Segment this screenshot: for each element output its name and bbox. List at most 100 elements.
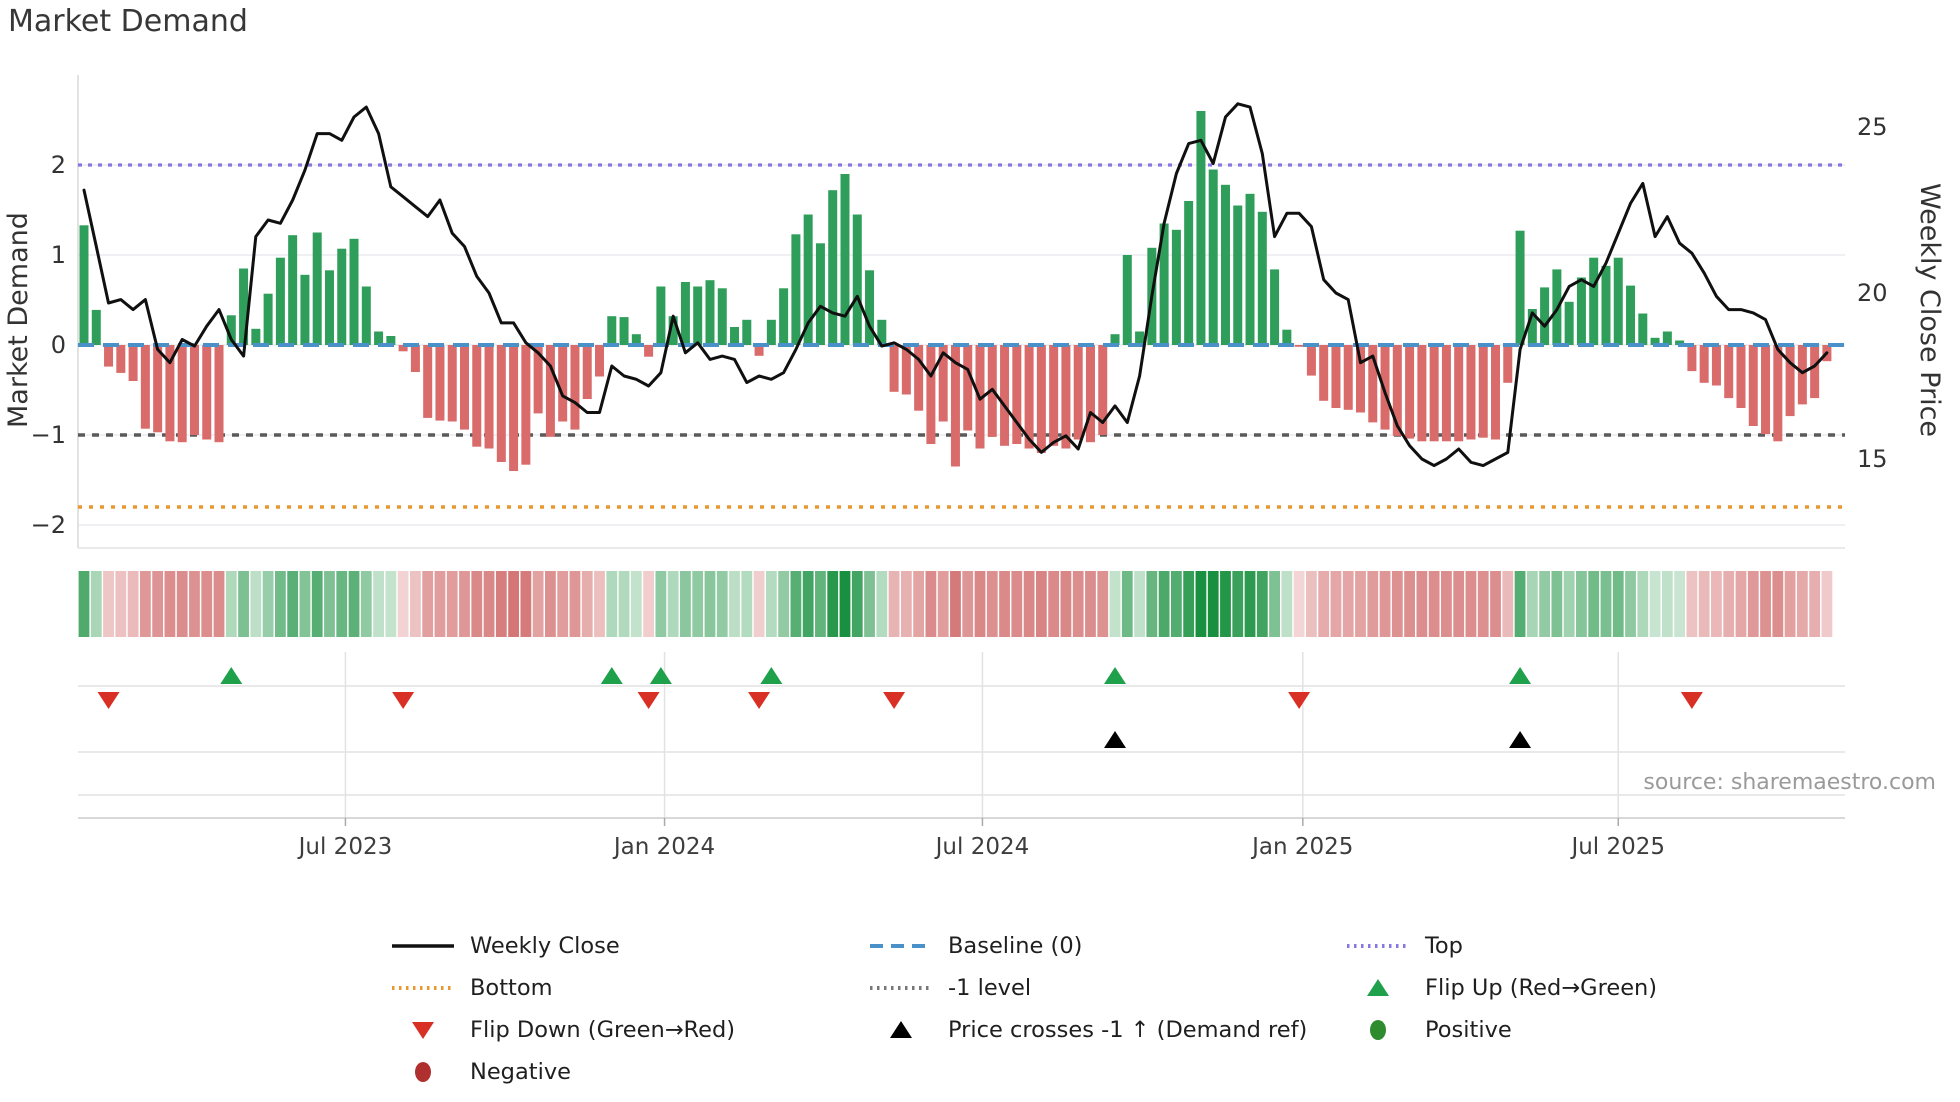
heatmap-cell [1661, 571, 1673, 637]
svg-text:−2: −2 [31, 511, 66, 539]
demand-bar-positive [1282, 329, 1292, 345]
demand-bar-positive [337, 248, 347, 345]
demand-bar-positive [263, 293, 273, 345]
heatmap-cell [1330, 571, 1342, 637]
heatmap-cell [90, 571, 102, 637]
heatmap-cell [1146, 571, 1158, 637]
heatmap-cell [483, 571, 495, 637]
demand-bar-negative [1405, 345, 1415, 439]
legend-label: Flip Down (Green→Red) [470, 1017, 736, 1043]
demand-bar-negative [153, 345, 163, 433]
demand-bar-negative [1024, 345, 1034, 449]
demand-bar-negative [938, 345, 948, 422]
heatmap-cell [238, 571, 249, 637]
heatmap-cell [103, 571, 114, 637]
heatmap-cell [1686, 571, 1698, 637]
demand-bar-positive [803, 214, 813, 345]
heatmap-cell [864, 571, 875, 637]
legend-item-flip-down-green-red: Flip Down (Green→Red) [390, 1012, 735, 1048]
legend-label: Price crosses -1 ↑ (Demand ref) [948, 1017, 1308, 1043]
heatmap-cell [1256, 571, 1268, 637]
heatmap-cell [667, 571, 679, 637]
demand-bar-negative [1736, 345, 1746, 408]
heatmap-cell [1220, 571, 1231, 637]
heatmap-cell [213, 571, 225, 637]
heatmap-cell [1207, 571, 1219, 637]
legend-label: Top [1425, 933, 1463, 959]
demand-heatmap [78, 571, 1833, 637]
demand-bar-positive [668, 316, 678, 345]
heatmap-cell [753, 571, 765, 637]
heatmap-cell [962, 571, 974, 637]
svg-text:Jul 2024: Jul 2024 [934, 834, 1030, 860]
heatmap-cell [545, 571, 556, 637]
line-dotted-swatch-icon [392, 986, 454, 990]
heatmap-cell [250, 571, 262, 637]
heatmap-cell [1121, 571, 1133, 637]
demand-bar-negative [963, 345, 973, 431]
heatmap-cell [1735, 571, 1747, 637]
demand-bar-positive [1270, 269, 1280, 345]
demand-bars [79, 111, 1832, 471]
demand-bar-positive [852, 214, 862, 345]
heatmap-cell [986, 571, 998, 637]
demand-bar-positive [1135, 331, 1145, 345]
svg-text:20: 20 [1857, 279, 1888, 307]
demand-bar-negative [1687, 345, 1697, 372]
demand-bar-negative [1466, 345, 1476, 440]
heatmap-cell [262, 571, 274, 637]
demand-bar-positive [386, 336, 396, 345]
heatmap-cell [471, 571, 483, 637]
svg-text:1: 1 [51, 241, 66, 269]
heatmap-cell [1097, 571, 1109, 637]
heatmap-cell [397, 571, 409, 637]
heatmap-cell [189, 571, 200, 637]
heatmap-cell [1085, 571, 1096, 637]
heatmap-cell [1318, 571, 1330, 637]
heatmap-cell [1539, 571, 1551, 637]
legend-label: Baseline (0) [948, 933, 1083, 959]
demand-bar-positive [619, 317, 629, 345]
heatmap-cell [495, 571, 507, 637]
heatmap-cell [1612, 571, 1624, 637]
heatmap-cell [1625, 571, 1636, 637]
demand-bar-positive [865, 270, 875, 345]
heatmap-cell [680, 571, 691, 637]
heatmap-cell [925, 571, 937, 637]
demand-bar-negative [1503, 345, 1513, 383]
heatmap-cell [999, 571, 1010, 637]
demand-bar-negative [1098, 345, 1108, 435]
flip-up-marker [649, 667, 672, 684]
demand-bar-positive [1564, 301, 1574, 345]
demand-bar-negative [398, 345, 408, 352]
demand-bar-negative [889, 345, 899, 392]
demand-bar-positive [226, 315, 236, 345]
source-credit: source: sharemaestro.com [1643, 770, 1936, 795]
heatmap-cell [888, 571, 900, 637]
demand-bar-positive [239, 268, 249, 345]
flip-down-marker [1288, 692, 1311, 709]
legend-item-flip-up-red-green: Flip Up (Red→Green) [1345, 970, 1657, 1006]
demand-bar-negative [1368, 345, 1378, 423]
heatmap-cell [1183, 571, 1195, 637]
demand-bar-negative [1343, 345, 1353, 410]
flip-up-marker [760, 667, 783, 684]
heatmap-cell [1465, 571, 1477, 637]
heatmap-cell [704, 571, 716, 637]
svg-text:−1: −1 [31, 421, 66, 449]
legend-item-positive: Positive [1345, 1012, 1512, 1048]
line-dashed-swatch-icon [870, 944, 932, 948]
heatmap-cell [1747, 571, 1759, 637]
reference-lines [78, 163, 1845, 509]
demand-bar-positive [742, 319, 752, 345]
demand-bar-positive [1613, 257, 1623, 345]
flip-down-marker [748, 692, 771, 709]
heatmap-cell [1760, 571, 1771, 637]
demand-bar-negative [165, 345, 175, 442]
demand-bar-positive [312, 232, 322, 345]
heatmap-cell [569, 571, 581, 637]
heatmap-cell [78, 571, 90, 637]
heatmap-cell [594, 571, 605, 637]
legend-item-top: Top [1345, 928, 1463, 964]
heatmap-cell [643, 571, 655, 637]
